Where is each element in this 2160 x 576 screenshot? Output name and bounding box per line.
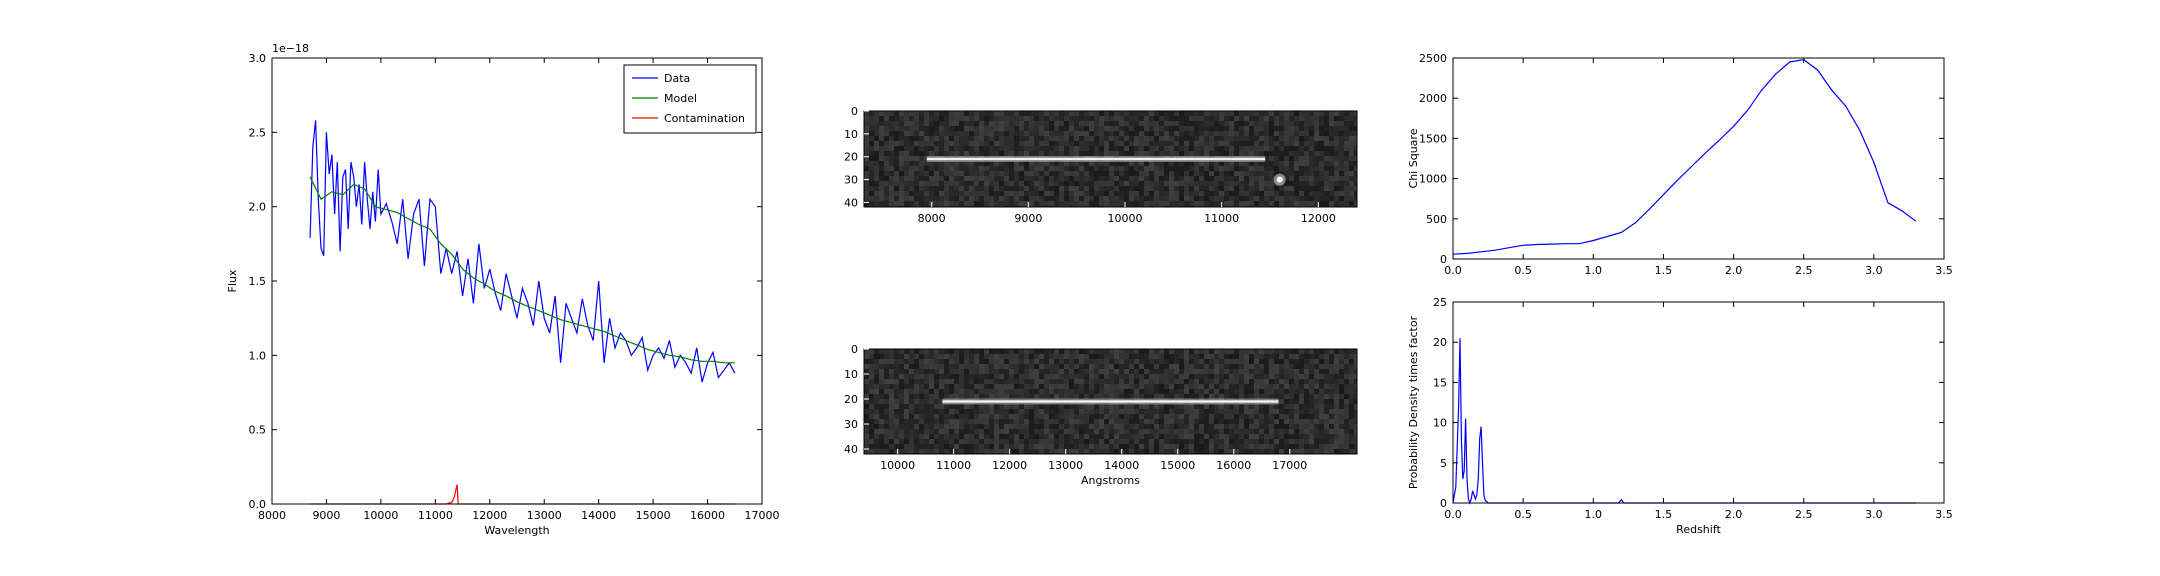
chi-square-xtick-label: 2.5 xyxy=(1795,264,1813,277)
chi-square-ytick-label: 1000 xyxy=(1419,173,1447,186)
spectrum-ytick-label: 1.0 xyxy=(249,349,267,362)
chi-square-xtick-label: 1.5 xyxy=(1655,264,1673,277)
chi-square-ylabel: Chi Square xyxy=(1407,128,1420,188)
chi-square-ytick-label: 1500 xyxy=(1419,132,1447,145)
spectrum-2d-top-blob xyxy=(1276,176,1283,183)
spectrum-2d-bottom-xtick-label: 17000 xyxy=(1272,459,1307,472)
probability-density-ytick-label: 0 xyxy=(1440,497,1447,510)
spectrum-xtick-label: 9000 xyxy=(312,509,340,522)
spectrum-2d-top-xtick-label: 11000 xyxy=(1204,212,1239,225)
chi-square-ytick-label: 500 xyxy=(1426,213,1447,226)
chi-square-xtick-label: 3.0 xyxy=(1865,264,1883,277)
chi-square-ytick-label: 2000 xyxy=(1419,92,1447,105)
probability-density-xtick-label: 2.0 xyxy=(1725,508,1743,521)
spectrum-2d-bottom-xtick-label: 10000 xyxy=(880,459,915,472)
spectrum-data-line xyxy=(309,120,736,383)
probability-density-frame xyxy=(1452,301,1945,504)
chi-square-ytick-label: 2500 xyxy=(1419,52,1447,65)
spectrum-xtick-label: 14000 xyxy=(581,509,616,522)
spectrum-xlabel: Wavelength xyxy=(484,524,549,537)
spectrum-2d-top-xtick-label: 12000 xyxy=(1301,212,1336,225)
probability-density-ytick-label: 15 xyxy=(1433,376,1447,389)
spectrum-2d-bottom-xlabel: Angstroms xyxy=(1081,474,1140,487)
spectrum-2d-top-frame xyxy=(863,110,1358,208)
spectrum-2d-top-ytick-label: 30 xyxy=(844,174,858,187)
spectrum-xtick-label: 10000 xyxy=(363,509,398,522)
spectrum-2d-bottom-xtick-label: 15000 xyxy=(1160,459,1195,472)
chi-square-plot-area xyxy=(1453,58,1944,259)
spectrum-2d-bottom-trace xyxy=(942,400,1279,403)
spectrum-2d-top-xtick-label: 10000 xyxy=(1108,212,1143,225)
spectrum-xtick-label: 12000 xyxy=(472,509,507,522)
spectrum-2d-top-ytick-label: 20 xyxy=(844,151,858,164)
spectrum-xtick-label: 17000 xyxy=(745,509,780,522)
spectrum-2d-bottom-xtick-label: 13000 xyxy=(1048,459,1083,472)
spectrum-ytick-label: 2.0 xyxy=(249,201,267,214)
spectrum-2d-top-xtick-label: 8000 xyxy=(918,212,946,225)
probability-density-xtick-label: 3.5 xyxy=(1935,508,1953,521)
spectrum-2d-top-noise xyxy=(864,111,1357,207)
spectrum-ylabel: Flux xyxy=(226,269,239,292)
spectrum-2d-top-ytick-label: 0 xyxy=(851,105,858,118)
spectrum-2d-bottom-xtick-label: 12000 xyxy=(992,459,1027,472)
spectrum-2d-bottom-ytick-label: 40 xyxy=(844,443,858,456)
chi-square-xtick-label: 2.0 xyxy=(1725,264,1743,277)
spectrum-ytick-label: 3.0 xyxy=(249,52,267,65)
probability-density-ylabel: Probability Density times factor xyxy=(1407,315,1420,489)
probability-density-xtick-label: 0.0 xyxy=(1444,508,1462,521)
probability-density-xtick-label: 2.5 xyxy=(1795,508,1813,521)
spectrum-xtick-label: 11000 xyxy=(418,509,453,522)
spectrum-ytick-label: 2.5 xyxy=(249,126,267,139)
spectrum-xtick-label: 8000 xyxy=(258,509,286,522)
probability-density-xlabel: Redshift xyxy=(1676,523,1721,536)
spectrum-ytick-label: 1.5 xyxy=(249,275,267,288)
probability-density-xtick-label: 3.0 xyxy=(1865,508,1883,521)
spectrum-2d-top-ytick-label: 40 xyxy=(844,196,858,209)
chi-square-xtick-label: 1.0 xyxy=(1585,264,1603,277)
probability-density-xtick-label: 0.5 xyxy=(1514,508,1532,521)
probability-density-xtick-label: 1.5 xyxy=(1655,508,1673,521)
chi-square-xtick-label: 3.5 xyxy=(1935,264,1953,277)
spectrum-2d-bottom-ytick-label: 30 xyxy=(844,418,858,431)
probability-density-ytick-label: 25 xyxy=(1433,296,1447,309)
legend-label-contamination: Contamination xyxy=(664,112,745,125)
spectrum-2d-bottom-ytick-label: 10 xyxy=(844,368,858,381)
chi-square-xtick-label: 0.0 xyxy=(1444,264,1462,277)
spectrum-2d-top-xtick-label: 9000 xyxy=(1014,212,1042,225)
legend-label-data: Data xyxy=(664,72,690,85)
chi-square-xtick-label: 0.5 xyxy=(1514,264,1532,277)
chi-square-series-line xyxy=(1452,58,1917,255)
legend-label-model: Model xyxy=(664,92,697,105)
spectrum-2d-bottom-xtick-label: 16000 xyxy=(1216,459,1251,472)
spectrum-2d-bottom-ytick-label: 20 xyxy=(844,393,858,406)
spectrum-ytick-label: 0.0 xyxy=(249,498,267,511)
chi-square-frame xyxy=(1452,57,1945,260)
probability-density-ytick-label: 10 xyxy=(1433,417,1447,430)
probability-density-ytick-label: 20 xyxy=(1433,336,1447,349)
spectrum-ytick-label: 0.5 xyxy=(249,424,267,437)
spectrum-2d-top-trace xyxy=(926,157,1266,161)
probability-density-ytick-label: 5 xyxy=(1440,457,1447,470)
spectrum-2d-top-ytick-label: 10 xyxy=(844,128,858,141)
spectrum-2d-bottom-frame xyxy=(863,348,1358,455)
probability-density-xtick-label: 1.0 xyxy=(1585,508,1603,521)
spectrum-offset-text: 1e−18 xyxy=(272,42,309,55)
spectrum-2d-bottom-ytick-label: 0 xyxy=(851,343,858,356)
spectrum-2d-bottom-xtick-label: 14000 xyxy=(1104,459,1139,472)
spectrum-xtick-label: 15000 xyxy=(636,509,671,522)
spectrum-xtick-label: 16000 xyxy=(690,509,725,522)
probability-density-plot-area xyxy=(1453,302,1944,503)
spectrum-model-line xyxy=(309,176,735,364)
spectrum-xtick-label: 13000 xyxy=(527,509,562,522)
legend-box xyxy=(623,64,757,134)
spectrum-2d-bottom-xtick-label: 11000 xyxy=(936,459,971,472)
chi-square-ytick-label: 0 xyxy=(1440,253,1447,266)
